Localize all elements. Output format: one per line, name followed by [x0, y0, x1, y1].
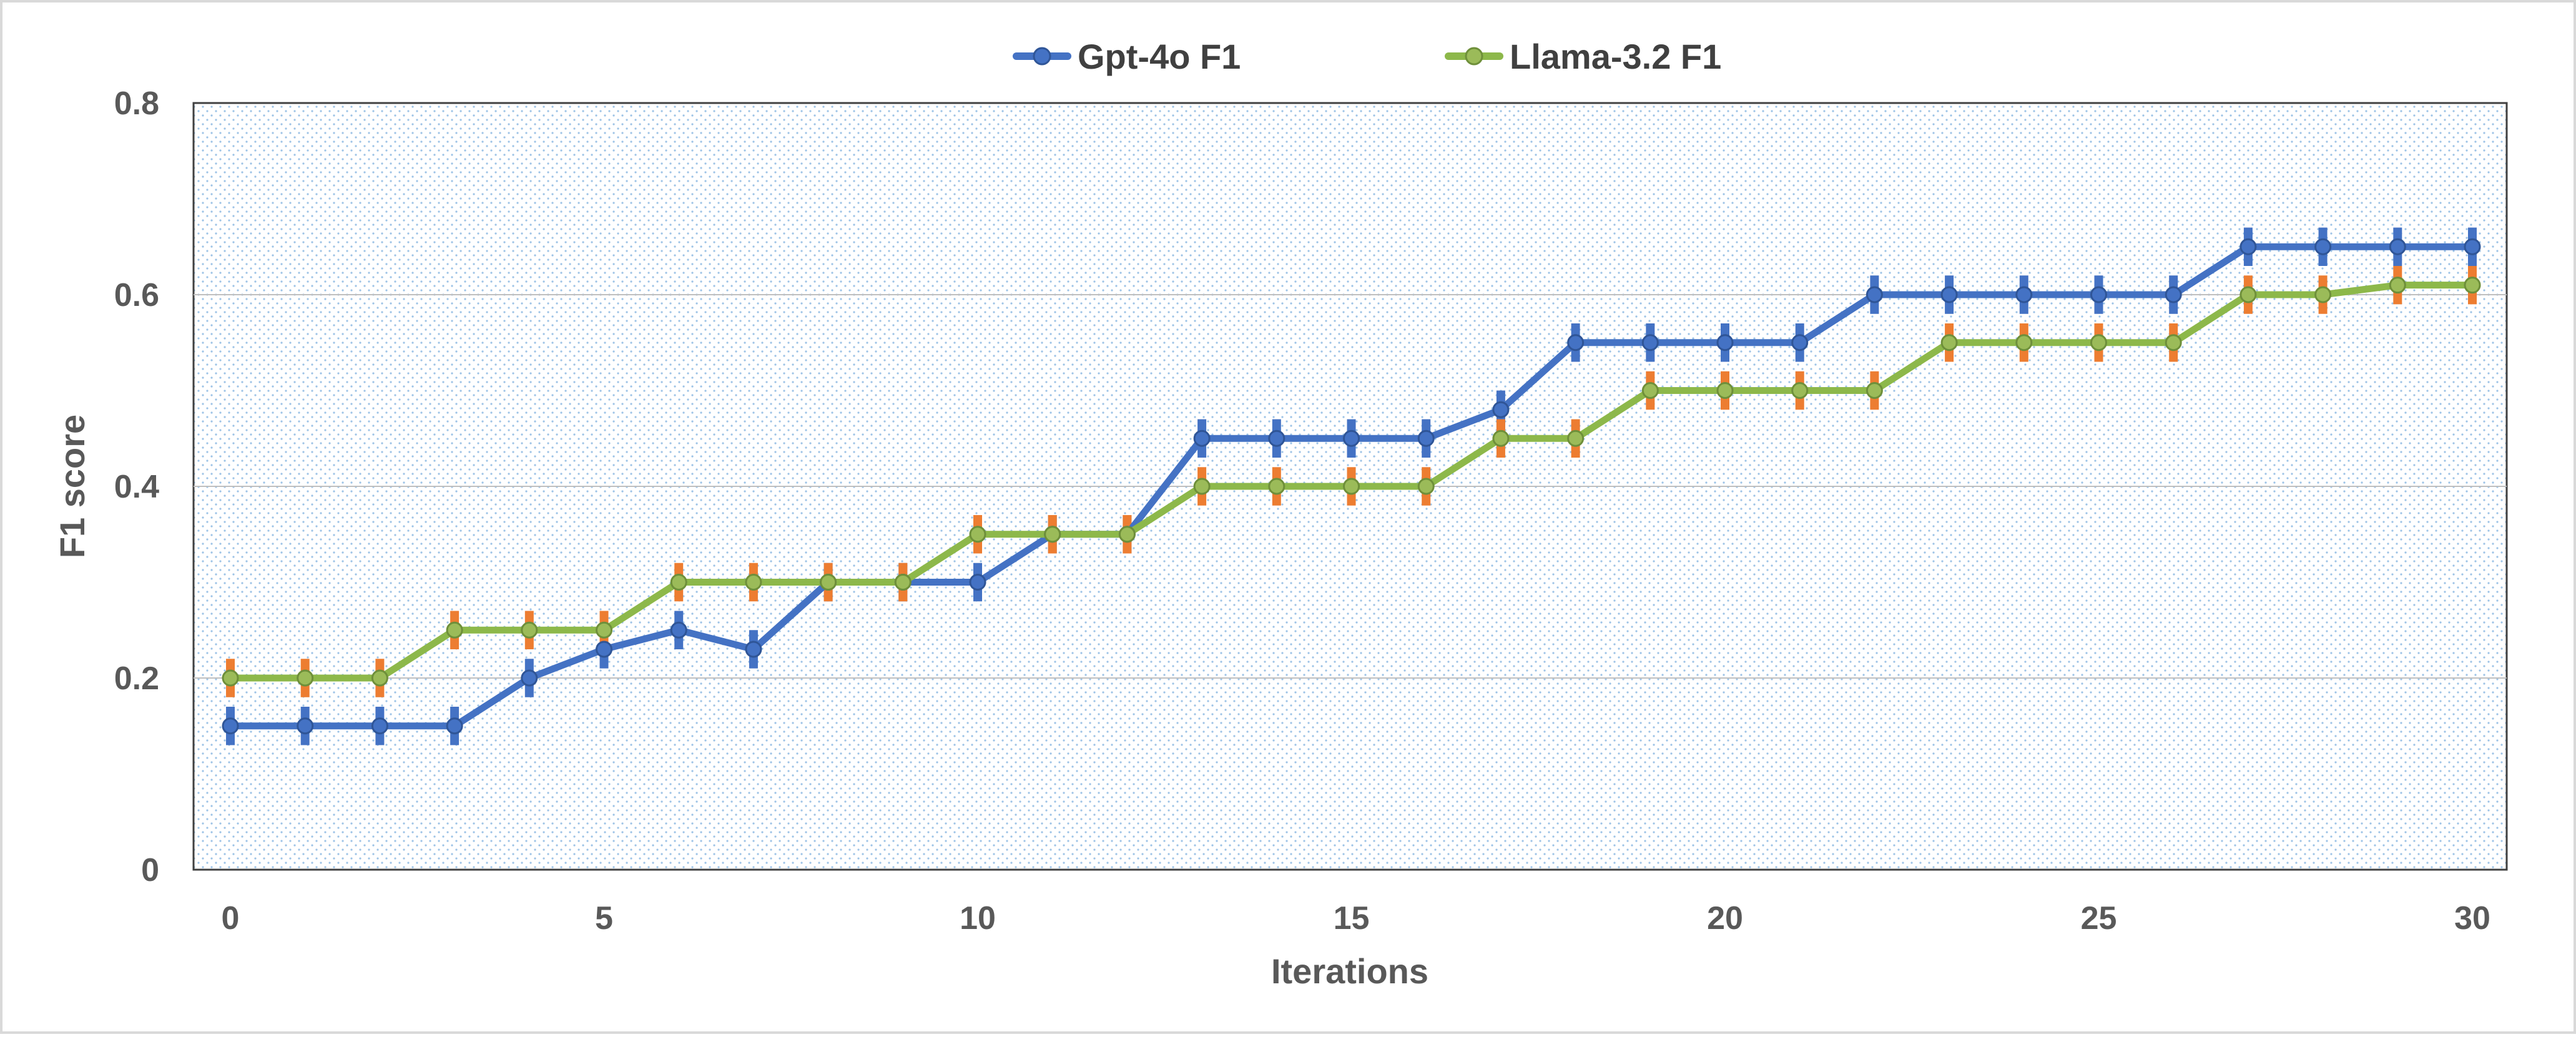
data-point-llama — [1940, 334, 1958, 351]
x-axis-ticks: 0 5 10 15 20 25 30 — [222, 900, 2490, 936]
data-point-llama — [2314, 286, 2332, 303]
data-point-gpt4o — [1940, 286, 1958, 303]
data-point-gpt4o — [2389, 238, 2406, 255]
data-point-llama — [1268, 478, 1286, 495]
y-axis-ticks: 0 0.2 0.4 0.6 0.8 — [114, 86, 159, 888]
data-point-gpt4o — [521, 669, 538, 687]
y-tick-label: 0 — [141, 852, 159, 888]
x-axis-title: Iterations — [1271, 951, 1428, 991]
data-point-llama — [1044, 526, 1061, 543]
y-tick-label: 0.8 — [114, 86, 159, 122]
data-point-gpt4o — [2239, 238, 2257, 255]
data-point-llama — [1641, 382, 1659, 399]
data-point-gpt4o — [2090, 286, 2107, 303]
data-point-llama — [521, 621, 538, 639]
legend: Gpt-4o F1 Llama-3.2 F1 — [1013, 37, 1721, 76]
data-point-llama — [1193, 478, 1211, 495]
x-tick-label: 30 — [2454, 900, 2490, 936]
data-point-gpt4o — [2314, 238, 2332, 255]
x-tick-label: 0 — [222, 900, 240, 936]
data-point-llama — [1492, 430, 1510, 447]
data-point-llama — [1791, 382, 1809, 399]
y-tick-label: 0.2 — [114, 661, 159, 697]
data-point-llama — [222, 669, 239, 687]
x-tick-label: 15 — [1334, 900, 1370, 936]
data-point-gpt4o — [1567, 334, 1585, 351]
data-point-llama — [2090, 334, 2107, 351]
data-point-gpt4o — [2165, 286, 2182, 303]
data-point-gpt4o — [1641, 334, 1659, 351]
x-tick-label: 10 — [960, 900, 996, 936]
y-axis-title: F1 score — [52, 415, 92, 558]
data-point-gpt4o — [1716, 334, 1734, 351]
data-point-llama — [894, 574, 912, 591]
data-point-gpt4o — [1492, 401, 1510, 418]
data-point-gpt4o — [446, 717, 463, 735]
series-markers — [222, 238, 2481, 735]
data-point-llama — [1417, 478, 1435, 495]
data-point-llama — [2239, 286, 2257, 303]
data-point-llama — [745, 574, 762, 591]
legend-marker-gpt4o — [1033, 47, 1051, 66]
data-point-llama — [969, 526, 986, 543]
data-point-gpt4o — [969, 574, 986, 591]
x-tick-label: 25 — [2081, 900, 2117, 936]
x-tick-label: 20 — [1707, 900, 1743, 936]
data-point-llama — [2165, 334, 2182, 351]
data-point-llama — [371, 669, 388, 687]
y-tick-label: 0.4 — [114, 469, 159, 505]
legend-label-llama: Llama-3.2 F1 — [1510, 37, 1721, 76]
legend-marker-llama — [1465, 47, 1483, 66]
data-point-llama — [2389, 277, 2406, 294]
data-point-llama — [1866, 382, 1883, 399]
data-point-gpt4o — [1343, 430, 1360, 447]
data-point-llama — [2464, 277, 2481, 294]
data-point-gpt4o — [2464, 238, 2481, 255]
data-point-gpt4o — [1791, 334, 1809, 351]
data-point-gpt4o — [1268, 430, 1286, 447]
legend-label-gpt4o: Gpt-4o F1 — [1078, 37, 1241, 76]
x-tick-label: 5 — [595, 900, 613, 936]
data-point-gpt4o — [297, 717, 314, 735]
y-tick-label: 0.6 — [114, 277, 159, 313]
data-point-gpt4o — [222, 717, 239, 735]
data-point-llama — [297, 669, 314, 687]
data-point-llama — [1716, 382, 1734, 399]
data-point-gpt4o — [670, 621, 687, 639]
data-point-llama — [1567, 430, 1585, 447]
data-point-gpt4o — [745, 641, 762, 658]
data-point-llama — [2015, 334, 2033, 351]
data-point-llama — [1118, 526, 1136, 543]
data-point-gpt4o — [1866, 286, 1883, 303]
data-point-llama — [1343, 478, 1360, 495]
data-point-llama — [670, 574, 687, 591]
data-point-gpt4o — [2015, 286, 2033, 303]
data-point-llama — [446, 621, 463, 639]
data-point-gpt4o — [596, 641, 612, 658]
data-point-gpt4o — [371, 717, 388, 735]
data-point-llama — [820, 574, 837, 591]
data-point-gpt4o — [1193, 430, 1211, 447]
data-point-llama — [596, 621, 612, 639]
data-point-gpt4o — [1417, 430, 1435, 447]
